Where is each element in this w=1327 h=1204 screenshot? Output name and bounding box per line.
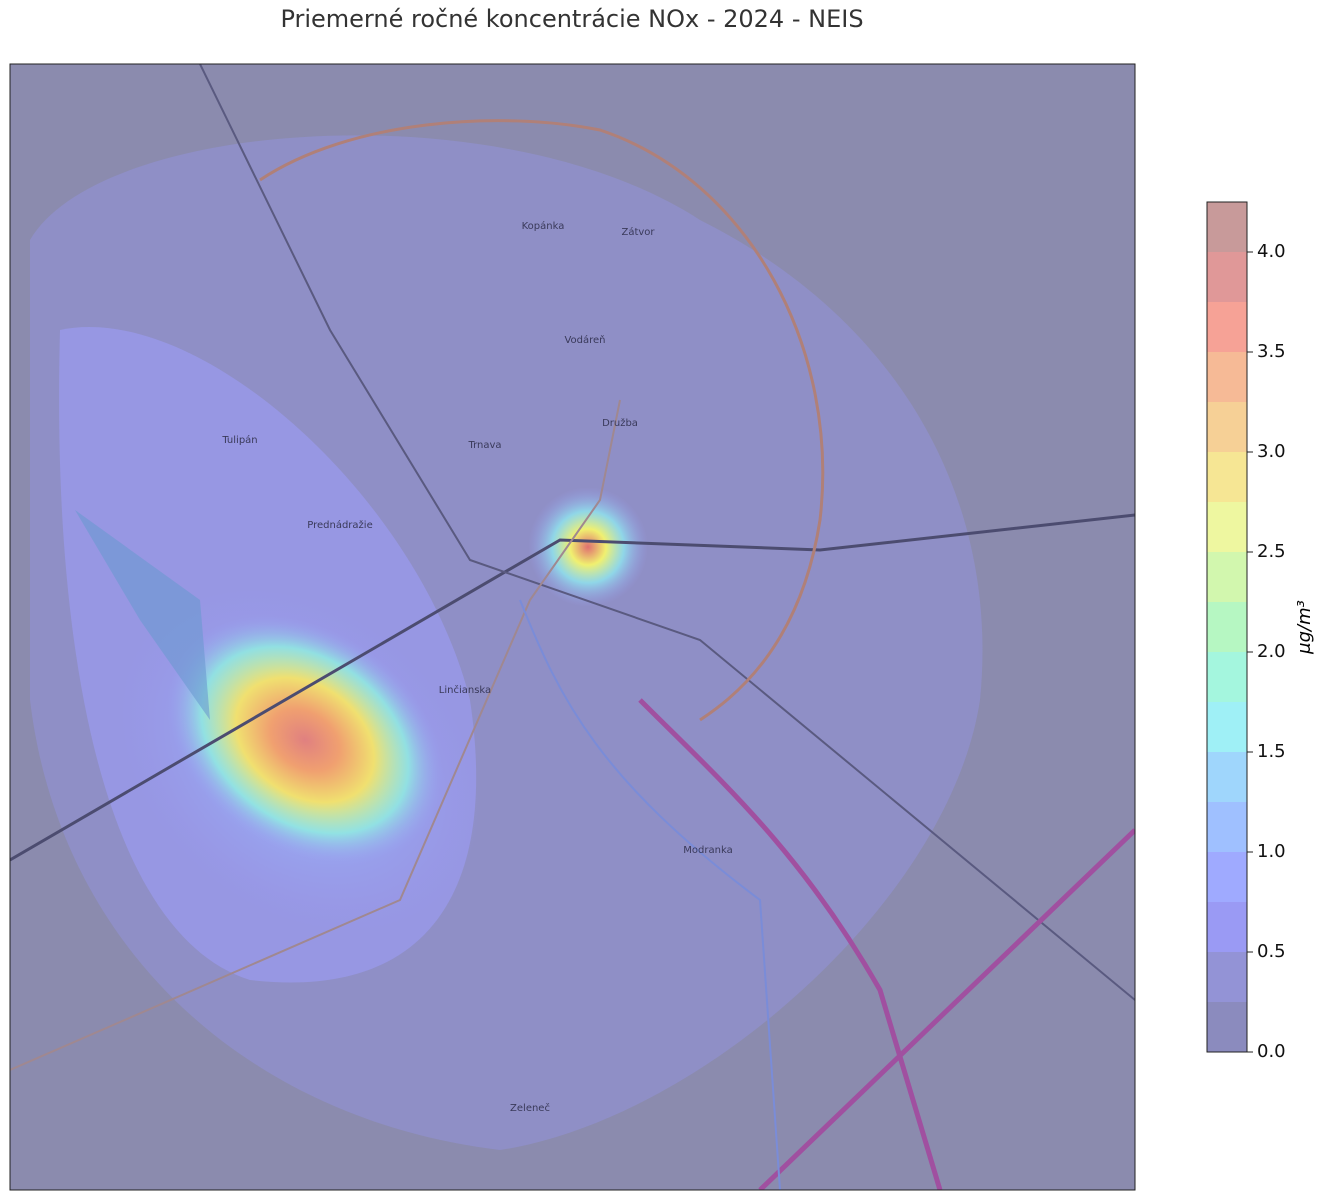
colorbar-tick-label: 2.5 <box>1257 541 1286 562</box>
place-label: Vodáreň <box>564 334 605 346</box>
map-frame <box>9 63 1136 1191</box>
place-label: Zátvor <box>621 226 655 238</box>
colorbar-tick-label: 0.0 <box>1257 1041 1286 1062</box>
colorbar-label: μg/m³ <box>1294 600 1315 655</box>
colorbar-tick-label: 2.0 <box>1257 641 1286 662</box>
colorbar-band <box>1207 602 1247 652</box>
colorbar-tick-label: 1.0 <box>1257 841 1286 862</box>
colorbar: 0.0 0.5 1.0 1.5 2.0 2.5 3.0 3.5 4.0 <box>1206 201 1286 1062</box>
place-label: Tulipán <box>221 434 257 446</box>
colorbar-band <box>1207 502 1247 552</box>
colorbar-band <box>1207 202 1247 252</box>
place-label: Kopánka <box>522 220 565 232</box>
colorbar-band <box>1207 302 1247 352</box>
place-label: Družba <box>602 417 638 429</box>
place-label: Modranka <box>683 845 732 856</box>
colorbar-band <box>1207 752 1247 802</box>
colorbar-frame <box>1206 201 1248 1053</box>
colorbar-tick-label: 0.5 <box>1257 941 1286 962</box>
colorbar-tick-label: 4.0 <box>1257 241 1286 262</box>
colorbar-band <box>1207 552 1247 602</box>
colorbar-tick-label: 3.0 <box>1257 441 1286 462</box>
place-label: Zeleneč <box>510 1102 550 1114</box>
colorbar-band <box>1207 952 1247 1002</box>
place-label: Prednádražie <box>307 519 372 531</box>
colorbar-tick-label: 1.5 <box>1257 741 1286 762</box>
colorbar-band <box>1207 402 1247 452</box>
colorbar-band <box>1207 352 1247 402</box>
colorbar-band <box>1207 1002 1247 1052</box>
colorbar-band <box>1207 652 1247 702</box>
colorbar-band <box>1207 852 1247 902</box>
colorbar-tick-label: 3.5 <box>1257 341 1286 362</box>
place-label: Linčianska <box>439 684 491 696</box>
map: Kopánka Zátvor Vodáreň Trnava Družba Pre… <box>10 64 1135 1190</box>
colorbar-band <box>1207 252 1247 302</box>
colorbar-band <box>1207 702 1247 752</box>
place-label: Trnava <box>467 440 501 451</box>
colorbar-band <box>1207 802 1247 852</box>
colorbar-band <box>1207 452 1247 502</box>
chart-title: Priemerné ročné koncentrácie NOx - 2024 … <box>280 5 863 33</box>
colorbar-band <box>1207 902 1247 952</box>
